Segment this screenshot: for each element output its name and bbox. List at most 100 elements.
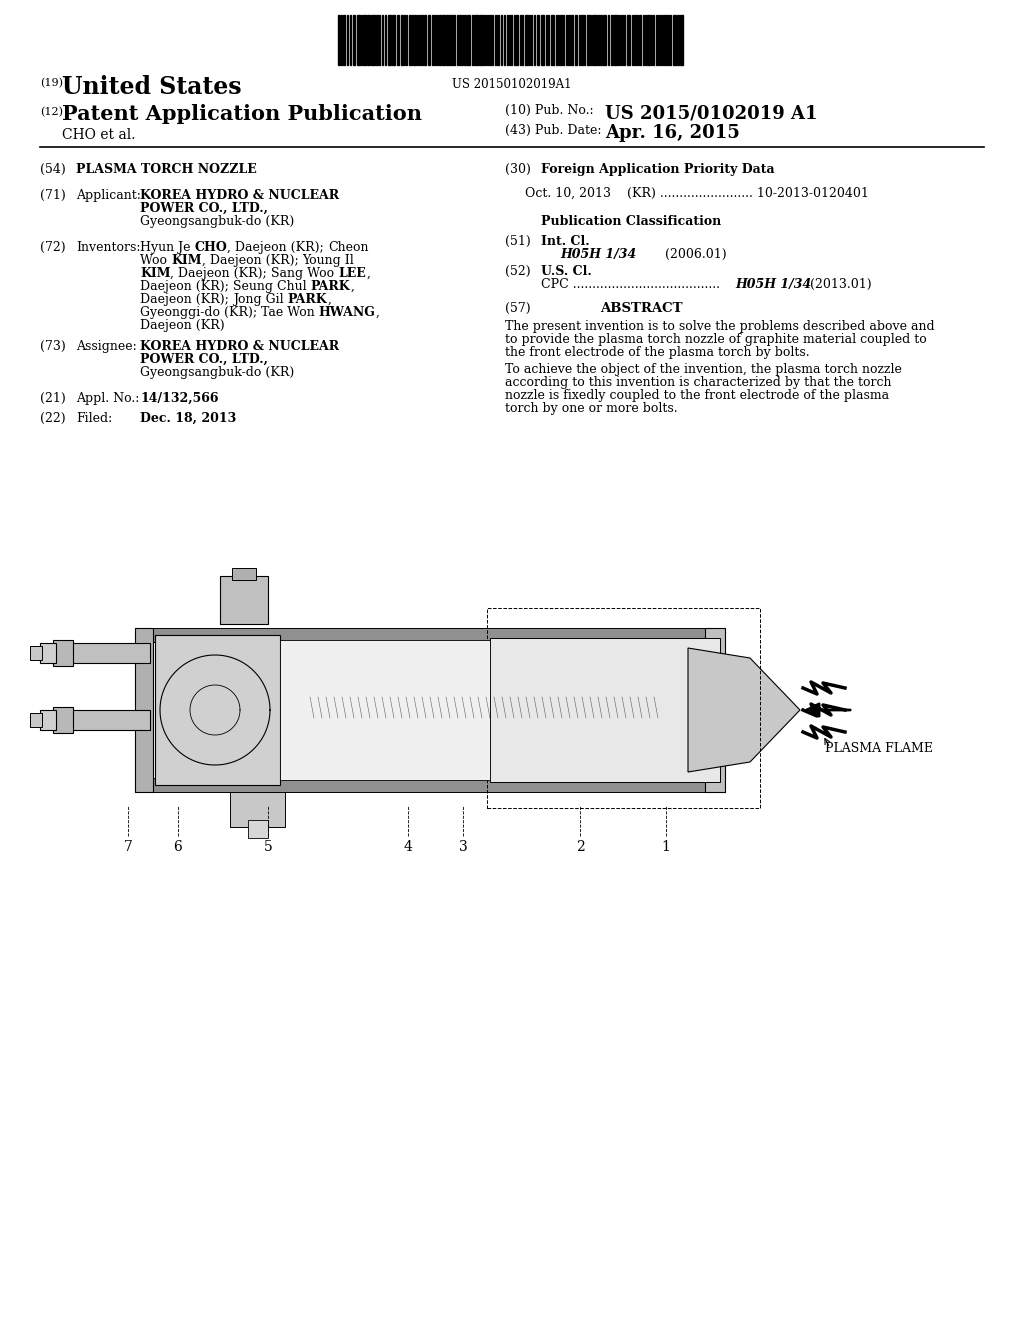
Text: ABSTRACT: ABSTRACT: [600, 302, 683, 315]
Text: KOREA HYDRO & NUCLEAR: KOREA HYDRO & NUCLEAR: [140, 341, 339, 352]
Bar: [551, 15, 554, 65]
Bar: [439, 15, 441, 65]
Text: PARK: PARK: [288, 293, 327, 306]
Bar: [603, 15, 606, 65]
Text: 5: 5: [263, 840, 272, 854]
Text: Dec. 18, 2013: Dec. 18, 2013: [140, 412, 237, 425]
Text: United States: United States: [62, 75, 242, 99]
Text: Publication Classification: Publication Classification: [541, 215, 721, 228]
Text: (2013.01): (2013.01): [810, 279, 871, 290]
Text: Gyeongsangbuk-do (KR): Gyeongsangbuk-do (KR): [140, 215, 294, 228]
Bar: [388, 15, 391, 65]
Bar: [541, 15, 544, 65]
Bar: [40, 643, 56, 663]
Bar: [479, 15, 481, 65]
Text: Apr. 16, 2015: Apr. 16, 2015: [605, 124, 740, 143]
Text: ,: ,: [367, 267, 370, 280]
Text: (51): (51): [505, 235, 530, 248]
Text: Oct. 10, 2013    (KR) ........................ 10-2013-0120401: Oct. 10, 2013 (KR) .....................…: [525, 187, 869, 201]
Text: Daejeon (KR);: Daejeon (KR);: [140, 280, 232, 293]
Bar: [353, 15, 355, 65]
Text: Gyeonggi-do (KR);: Gyeonggi-do (KR);: [140, 306, 261, 319]
Bar: [70, 643, 150, 663]
Text: Filed:: Filed:: [76, 412, 113, 425]
Bar: [537, 15, 539, 65]
Text: CPC ......................................: CPC ....................................…: [541, 279, 720, 290]
Bar: [40, 710, 56, 730]
Bar: [450, 15, 452, 65]
Bar: [614, 15, 617, 65]
Bar: [587, 15, 590, 65]
Text: to provide the plasma torch nozzle of graphite material coupled to: to provide the plasma torch nozzle of gr…: [505, 333, 927, 346]
Text: Seung Chul: Seung Chul: [232, 280, 310, 293]
Bar: [397, 15, 399, 65]
Text: KIM: KIM: [171, 253, 202, 267]
Text: Hyun Je: Hyun Je: [140, 242, 195, 253]
Text: Woo: Woo: [140, 253, 171, 267]
Bar: [343, 15, 345, 65]
Bar: [230, 792, 285, 828]
Bar: [497, 15, 499, 65]
Text: PLASMA TORCH NOZZLE: PLASMA TORCH NOZZLE: [76, 162, 257, 176]
Bar: [401, 15, 403, 65]
Bar: [475, 15, 478, 65]
Bar: [135, 628, 153, 792]
Text: US 20150102019A1: US 20150102019A1: [453, 78, 571, 91]
Bar: [409, 15, 411, 65]
Text: (72): (72): [40, 242, 66, 253]
Bar: [338, 15, 340, 65]
Bar: [421, 15, 423, 65]
Text: Assignee:: Assignee:: [76, 341, 137, 352]
Text: Daejeon (KR);: Daejeon (KR);: [140, 293, 232, 306]
Bar: [568, 15, 570, 65]
Text: US 2015/0102019 A1: US 2015/0102019 A1: [605, 104, 817, 121]
Text: U.S. Cl.: U.S. Cl.: [541, 265, 592, 279]
Bar: [525, 15, 528, 65]
Bar: [593, 15, 596, 65]
Text: POWER CO., LTD.,: POWER CO., LTD.,: [140, 352, 268, 366]
Bar: [482, 15, 484, 65]
Bar: [487, 609, 760, 808]
Text: 7: 7: [124, 840, 132, 854]
Text: To achieve the object of the invention, the plasma torch nozzle: To achieve the object of the invention, …: [505, 363, 902, 376]
Bar: [30, 713, 42, 727]
Bar: [442, 15, 445, 65]
Text: torch by one or more bolts.: torch by one or more bolts.: [505, 403, 678, 414]
Text: Foreign Application Priority Data: Foreign Application Priority Data: [541, 162, 774, 176]
Text: KOREA HYDRO & NUCLEAR: KOREA HYDRO & NUCLEAR: [140, 189, 339, 202]
Bar: [362, 15, 366, 65]
Bar: [560, 15, 562, 65]
Text: Daejeon (KR): Daejeon (KR): [140, 319, 224, 333]
Bar: [634, 15, 636, 65]
Bar: [135, 628, 725, 642]
Text: Young Il: Young Il: [302, 253, 354, 267]
Text: Sang Woo: Sang Woo: [271, 267, 338, 280]
Text: CHO: CHO: [195, 242, 227, 253]
Bar: [597, 15, 599, 65]
Text: ,: ,: [376, 306, 380, 319]
Text: (19): (19): [40, 78, 63, 88]
Text: 14/132,566: 14/132,566: [140, 392, 218, 405]
Text: (12): (12): [40, 107, 63, 117]
Text: ,: ,: [327, 293, 331, 306]
Bar: [424, 15, 426, 65]
Text: 4: 4: [403, 840, 413, 854]
Bar: [220, 576, 268, 624]
Bar: [647, 15, 650, 65]
Bar: [160, 697, 670, 718]
Polygon shape: [688, 648, 800, 772]
Text: 3: 3: [459, 840, 467, 854]
Bar: [472, 15, 474, 65]
Text: Applicant:: Applicant:: [76, 189, 141, 202]
Bar: [705, 628, 725, 792]
Text: , Daejeon (KR);: , Daejeon (KR);: [202, 253, 302, 267]
Text: according to this invention is characterized by that the torch: according to this invention is character…: [505, 376, 892, 389]
Text: , Daejeon (KR);: , Daejeon (KR);: [171, 267, 271, 280]
Bar: [432, 15, 434, 65]
Text: H05H 1/34: H05H 1/34: [560, 248, 636, 261]
Text: KIM: KIM: [140, 267, 171, 280]
Text: CHO et al.: CHO et al.: [62, 128, 135, 143]
Bar: [428, 15, 430, 65]
Bar: [280, 640, 490, 780]
Text: (10) Pub. No.:: (10) Pub. No.:: [505, 104, 594, 117]
